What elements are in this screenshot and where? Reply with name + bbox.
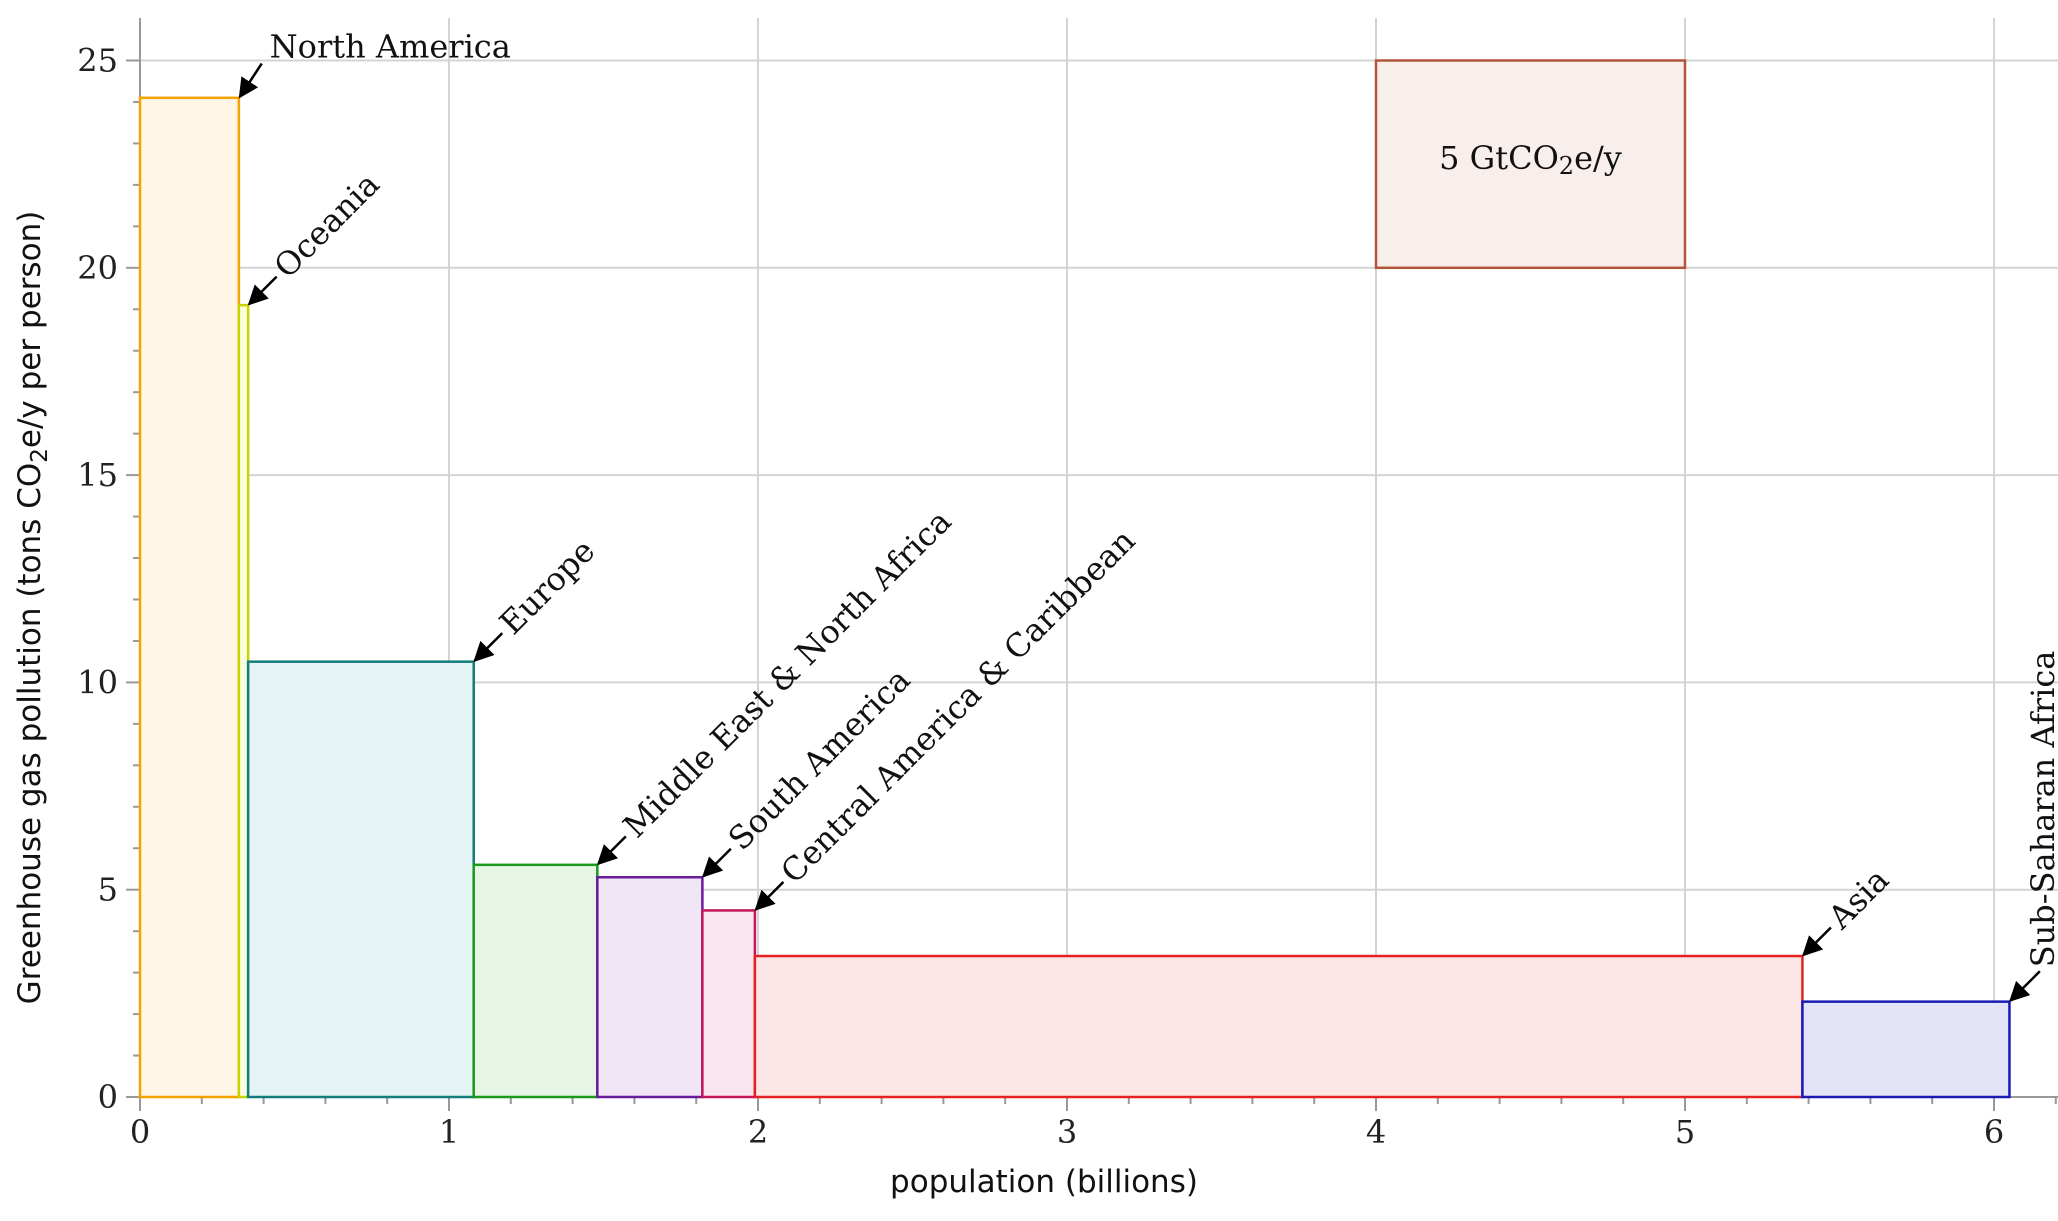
y-axis-label: Greenhouse gas pollution (tons CO2e/y pe… bbox=[12, 211, 53, 1005]
x-tick-labels: 0 1 2 3 4 5 6 bbox=[130, 1113, 2004, 1151]
arrow-oceania bbox=[247, 275, 278, 306]
bar-asia bbox=[753, 954, 1804, 1099]
x-axis-label: population (billions) bbox=[890, 1164, 1198, 1200]
y-tick-label: 5 bbox=[98, 871, 118, 909]
bar-middle-east-and-north-africa bbox=[472, 863, 599, 1099]
y-tick-label: 0 bbox=[98, 1078, 118, 1116]
bar-oceania bbox=[237, 303, 250, 1099]
bar-europe bbox=[246, 660, 475, 1099]
x-tick-label: 0 bbox=[130, 1113, 150, 1151]
x-tick-label: 3 bbox=[1057, 1113, 1077, 1151]
bar-north-america bbox=[138, 96, 241, 1099]
bars bbox=[138, 96, 2011, 1099]
y-tick-label: 10 bbox=[77, 663, 118, 701]
y-tick-label: 25 bbox=[77, 42, 118, 80]
legend-label-subscript: 2 bbox=[1559, 152, 1574, 180]
y-tick-label: 15 bbox=[77, 456, 118, 494]
region-label-sub-saharan-africa: Sub-Saharan Africa bbox=[2024, 651, 2058, 968]
x-tick-label: 6 bbox=[1984, 1113, 2004, 1151]
region-label-europe: Europe bbox=[492, 532, 602, 642]
x-tick-label: 2 bbox=[748, 1113, 768, 1151]
legend-box: 5 GtCO2e/y bbox=[1374, 59, 1687, 270]
legend-label-unit: e/y bbox=[1574, 139, 1622, 177]
legend-label: 5 GtCO2e/y bbox=[1439, 139, 1622, 180]
arrow-europe bbox=[473, 632, 504, 663]
region-label-central-america-and-caribbean: Central America & Caribbean bbox=[773, 521, 1142, 890]
y-tick-labels: 0 5 10 15 20 25 bbox=[77, 42, 118, 1117]
region-label-asia: Asia bbox=[1820, 861, 1896, 937]
arrow-sub-saharan-africa bbox=[2009, 970, 2041, 1003]
y-axis-label-text: Greenhouse gas pollution (tons CO bbox=[12, 463, 48, 1005]
bar-sub-saharan-africa bbox=[1801, 1000, 2011, 1099]
legend-rect bbox=[1374, 59, 1687, 270]
x-tick-label: 1 bbox=[439, 1113, 459, 1151]
y-axis-label-subscript: 2 bbox=[27, 448, 53, 463]
arrow-north-america bbox=[238, 62, 263, 99]
y-tick-label: 20 bbox=[77, 249, 118, 287]
arrow-central-america-and-caribbean bbox=[754, 881, 785, 911]
arrow-south-america bbox=[701, 847, 732, 878]
x-tick-label: 4 bbox=[1366, 1113, 1386, 1151]
y-axis-label-unit: e/y per person) bbox=[12, 211, 48, 448]
bar-south-america bbox=[596, 876, 704, 1099]
x-tick-label: 5 bbox=[1675, 1113, 1695, 1151]
arrow-middle-east-and-north-africa bbox=[596, 835, 627, 866]
arrow-asia bbox=[1802, 926, 1832, 957]
legend-label-text: 5 GtCO bbox=[1439, 139, 1559, 177]
bar-central-america-and-caribbean bbox=[701, 909, 757, 1099]
region-label-north-america: North America bbox=[270, 28, 511, 66]
